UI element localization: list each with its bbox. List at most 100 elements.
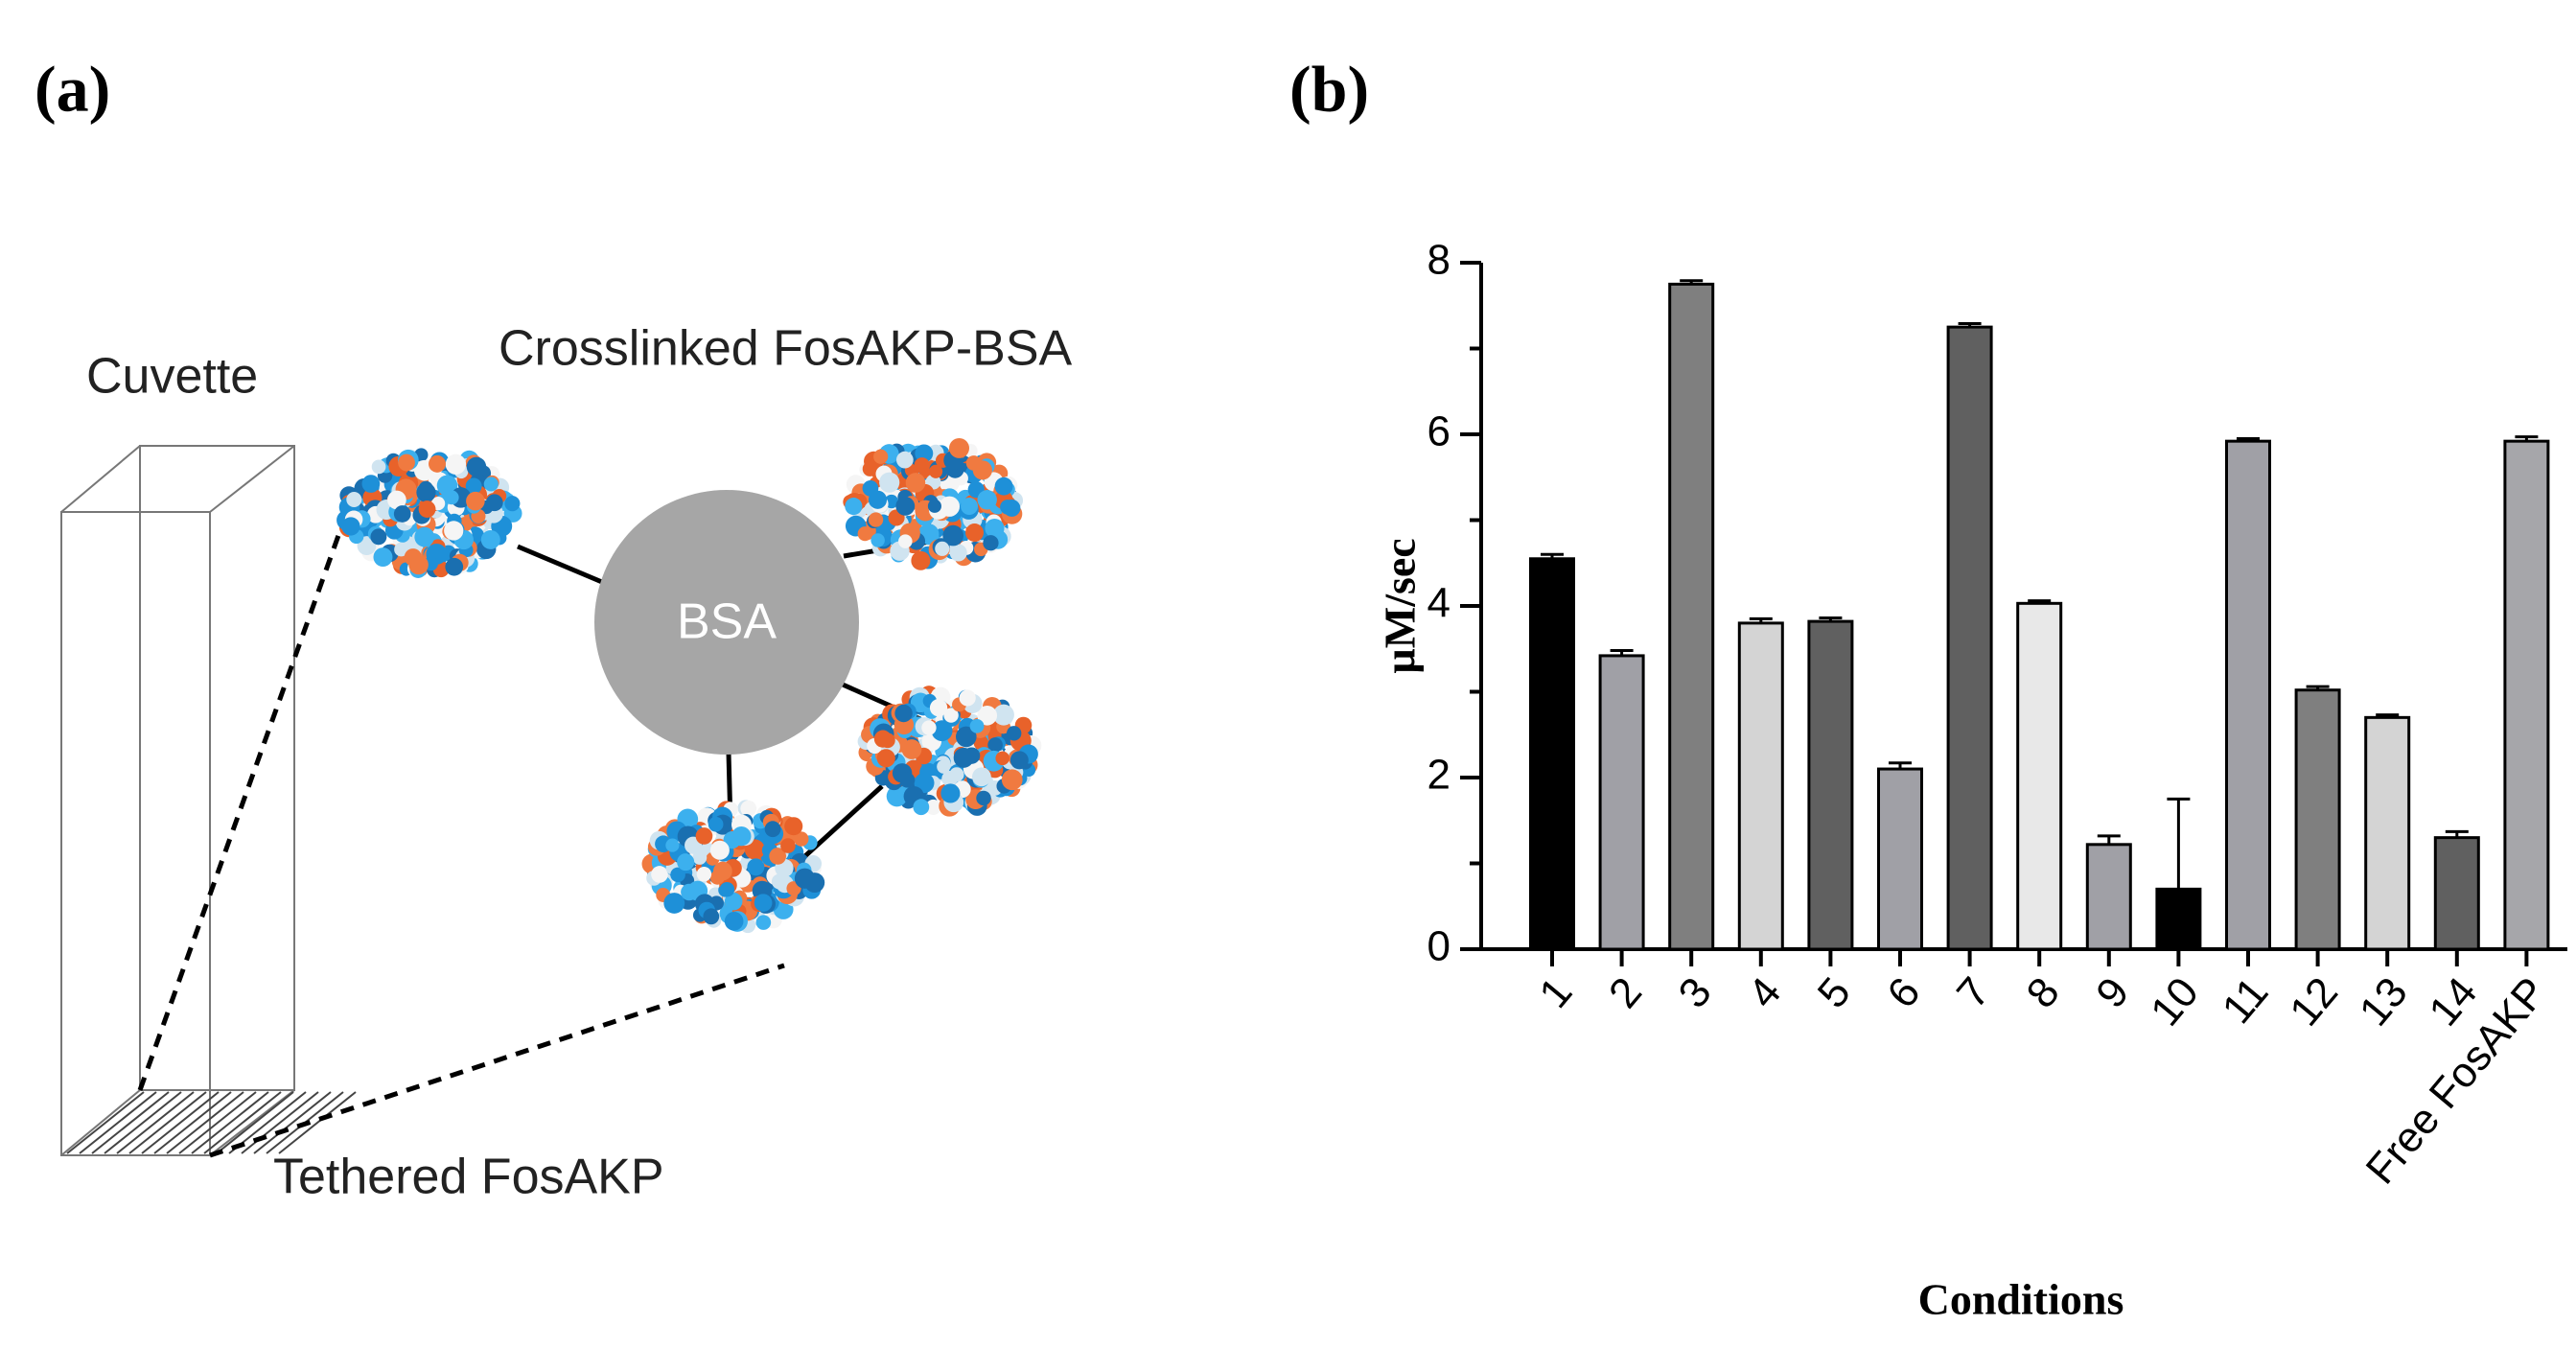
atom: [935, 541, 950, 556]
x-tick-label: 12: [2281, 968, 2347, 1035]
bar: [2016, 601, 2063, 951]
atom: [740, 800, 757, 817]
bar: [2364, 715, 2411, 951]
atom: [708, 816, 724, 832]
atom: [870, 533, 885, 547]
panel-label: (b): [1289, 53, 1369, 126]
x-tick-label: 3: [1669, 968, 1720, 1016]
atom: [949, 437, 970, 458]
atom: [895, 496, 916, 516]
bar: [1668, 282, 1715, 951]
hatch-line: [141, 1091, 220, 1154]
atom: [995, 751, 1010, 766]
atom: [873, 449, 889, 464]
atom: [973, 734, 989, 751]
x-tick-label: 1: [1530, 968, 1581, 1016]
atom: [784, 817, 803, 836]
atom: [913, 799, 930, 816]
atom: [703, 908, 720, 925]
atom: [794, 831, 809, 847]
atom: [971, 767, 991, 787]
atom: [862, 480, 879, 497]
atom: [987, 737, 1003, 753]
bar: [1529, 557, 1575, 951]
atom: [398, 453, 415, 472]
atom: [370, 528, 387, 546]
atom: [480, 529, 500, 549]
atom: [371, 459, 386, 475]
atom: [942, 524, 964, 546]
bsa-circle: [594, 490, 859, 755]
bsa-label: BSA: [677, 594, 777, 650]
atom: [485, 494, 503, 512]
atom: [899, 772, 916, 788]
atom: [466, 491, 485, 511]
atom: [956, 726, 977, 748]
cuvette-label: Cuvette: [86, 349, 258, 405]
atom: [681, 883, 698, 901]
atom: [965, 523, 985, 543]
x-tick-label: 13: [2351, 968, 2417, 1035]
bar: [1877, 767, 1923, 951]
tethered-layer: [66, 1091, 357, 1154]
bar: [1737, 621, 1784, 951]
atom: [444, 490, 459, 505]
atom: [677, 853, 695, 872]
atom: [959, 689, 976, 707]
x-tick-label: 2: [1600, 968, 1651, 1016]
atom: [1007, 726, 1022, 741]
connectors: [137, 489, 960, 1158]
atom: [953, 747, 974, 768]
atom: [857, 526, 872, 542]
atom: [418, 500, 436, 518]
hatch-line: [253, 1091, 332, 1154]
atom: [921, 720, 937, 735]
atom: [992, 704, 1014, 726]
bar: [2225, 439, 2271, 951]
atom: [724, 892, 743, 911]
atom: [876, 749, 895, 768]
y-tick-label: 4: [1427, 580, 1450, 627]
atom: [483, 477, 499, 492]
atom: [755, 915, 772, 930]
hatch-line: [278, 1091, 357, 1154]
atom: [416, 482, 436, 502]
error-bar: [2167, 797, 2191, 890]
atom: [941, 770, 958, 787]
hatch-line: [203, 1091, 282, 1154]
hatch-line: [153, 1091, 232, 1154]
protein: [641, 800, 825, 934]
y-tick-label: 2: [1427, 752, 1450, 799]
proteins: [337, 437, 1042, 934]
bar: [1598, 654, 1645, 951]
protein: [337, 448, 522, 578]
atom: [465, 477, 482, 495]
crosslinked-label: Crosslinked FosAKP-BSA: [499, 321, 1073, 377]
atom: [929, 699, 948, 717]
hatch-line: [104, 1091, 182, 1154]
cuvette-diagram: [60, 445, 295, 1156]
hatch-line: [191, 1091, 269, 1154]
atom: [985, 518, 1005, 539]
atom: [747, 858, 765, 876]
atom: [341, 517, 360, 536]
atom: [914, 457, 930, 474]
y-tick-label: 6: [1427, 408, 1450, 455]
hatch-line: [166, 1091, 244, 1154]
panel-label: (a): [35, 53, 110, 126]
atom: [928, 464, 943, 478]
atom: [651, 866, 668, 883]
atom: [901, 739, 922, 759]
atom: [1010, 751, 1029, 770]
protein: [843, 437, 1024, 570]
hatch-line: [91, 1091, 170, 1154]
atom: [943, 708, 959, 723]
atom: [879, 472, 900, 493]
x-tick-label: 10: [2142, 968, 2208, 1035]
atom: [927, 499, 941, 513]
tethered-label: Tethered FosAKP: [273, 1150, 664, 1205]
atom: [969, 718, 985, 733]
atom: [1003, 499, 1021, 517]
atom: [665, 838, 680, 852]
